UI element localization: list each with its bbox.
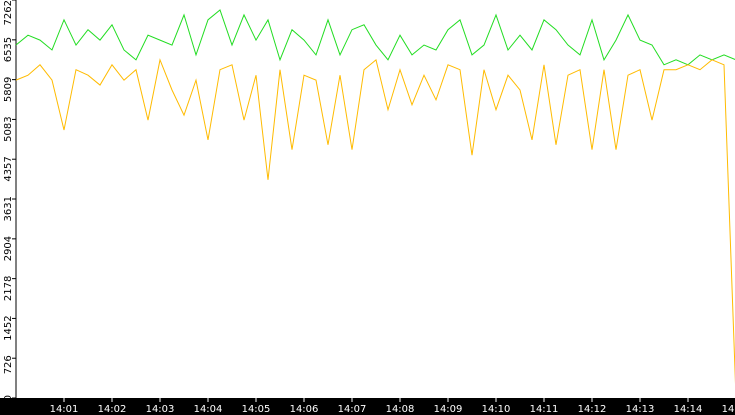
y-tick-label: 3631 [3, 196, 14, 221]
y-tick-label: 5083 [3, 116, 14, 141]
y-tick-label: 1452 [3, 315, 14, 340]
y-tick-label: 726 [3, 355, 14, 374]
x-tick-label: 14:01 [50, 404, 79, 415]
y-tick-label: 0 [3, 395, 14, 401]
y-tick-label: 2178 [3, 276, 14, 301]
x-tick-label: 14:03 [146, 404, 175, 415]
x-tick-label: 14:05 [242, 404, 271, 415]
x-tick-label: 14:15 [722, 404, 735, 415]
y-tick-label: 7262 [3, 0, 14, 25]
x-tick-label: 14:06 [290, 404, 319, 415]
x-tick-label: 14:02 [98, 404, 127, 415]
y-tick-label: 4357 [3, 156, 14, 181]
x-tick-label: 14:10 [482, 404, 511, 415]
y-tick-label: 5809 [3, 77, 14, 102]
series-line [15, 58, 735, 385]
x-tick-label: 14:09 [434, 404, 463, 415]
x-tick-label: 14:13 [626, 404, 655, 415]
y-tick-label: 6535 [3, 37, 14, 62]
x-tick-label: 14:11 [530, 404, 559, 415]
x-tick-label: 14:07 [338, 404, 367, 415]
x-tick-label: 14:04 [194, 404, 223, 415]
y-tick-label: 2904 [3, 236, 14, 261]
x-tick-label: 14:14 [674, 404, 703, 415]
series-line [15, 9, 735, 66]
x-tick-label: 14:12 [578, 404, 607, 415]
x-tick-label: 14:08 [386, 404, 415, 415]
x-axis-band [0, 398, 735, 415]
